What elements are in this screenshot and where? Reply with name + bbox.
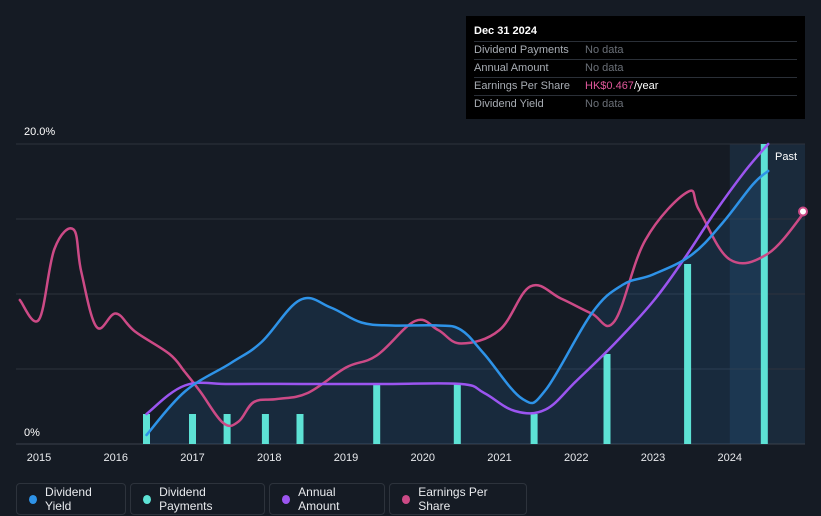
annual-amount-line — [145, 142, 770, 416]
dividend-payment-bar — [143, 414, 150, 444]
x-tick-label: 2024 — [718, 452, 742, 464]
tooltip-row-annual-amount: Annual Amount No data — [474, 59, 797, 77]
tooltip-row-eps: Earnings Per Share HK$0.467/year — [474, 77, 797, 95]
legend-label: Dividend Payments — [159, 485, 213, 513]
dividend-yield-line — [145, 169, 770, 437]
dividend-payment-bar — [373, 384, 381, 444]
x-tick-label: 2022 — [564, 452, 588, 464]
past-label: Past — [775, 151, 797, 163]
legend-dot-icon — [29, 494, 38, 504]
tooltip-value: HK$0.467/year — [585, 78, 658, 95]
legend-annual-amount[interactable]: Annual Amount — [269, 483, 385, 515]
dividend-payment-bar — [223, 414, 231, 444]
x-tick-label: 2016 — [104, 452, 128, 464]
x-tick-label: 2018 — [257, 452, 281, 464]
dividend-payment-bars — [143, 144, 768, 444]
eps-endpoint-marker — [798, 206, 808, 217]
y-axis-bottom-label: 0% — [24, 427, 40, 439]
dividend-payment-bar — [684, 264, 692, 444]
tooltip-label: Annual Amount — [474, 62, 549, 74]
legend-label: Dividend Yield — [45, 485, 92, 513]
x-axis-ticks: 2015 2016 2017 2018 2019 2020 2021 2022 2023 2024 — [27, 452, 742, 464]
tooltip-row-dividend-payments: Dividend Payments No data — [474, 41, 797, 59]
x-tick-label: 2021 — [487, 452, 511, 464]
x-tick-label: 2019 — [334, 452, 358, 464]
chart-legend: Dividend Yield Dividend Payments Annual … — [16, 483, 527, 515]
tooltip-panel: Dec 31 2024 Dividend Payments No data An… — [466, 16, 805, 119]
tooltip-value: No data — [585, 44, 624, 56]
dividend-payment-bar — [530, 414, 538, 444]
tooltip-label: Earnings Per Share — [474, 80, 570, 92]
eps-value-suffix: /year — [633, 80, 659, 92]
x-tick-label: 2020 — [411, 452, 435, 464]
legend-label: Annual Amount — [298, 485, 340, 513]
dividend-payment-bar — [453, 384, 461, 444]
legend-dot-icon — [402, 494, 411, 504]
legend-dot-icon — [282, 494, 291, 504]
dividend-payment-bar — [296, 414, 304, 444]
dividend-payment-bar — [261, 414, 269, 444]
legend-dividend-payments[interactable]: Dividend Payments — [130, 483, 265, 515]
tooltip-date: Dec 31 2024 — [474, 25, 537, 37]
dividend-payment-bar — [603, 354, 611, 444]
legend-label: Earnings Per Share — [418, 485, 488, 513]
eps-line — [18, 189, 807, 428]
y-axis-top-label: 20.0% — [24, 126, 55, 138]
tooltip-value: No data — [585, 98, 624, 110]
dividend-yield-area — [146, 171, 769, 444]
tooltip-row-dividend-yield: Dividend Yield No data — [474, 95, 797, 113]
x-tick-label: 2023 — [641, 452, 665, 464]
tooltip-value: No data — [585, 62, 624, 74]
dividend-payment-bar — [760, 144, 768, 444]
legend-dot-icon — [143, 494, 152, 504]
tooltip-label: Dividend Yield — [474, 98, 544, 110]
x-tick-label: 2015 — [27, 452, 51, 464]
x-tick-label: 2017 — [180, 452, 204, 464]
eps-value-amount: HK$0.467 — [585, 80, 634, 92]
legend-dividend-yield[interactable]: Dividend Yield — [16, 483, 126, 515]
tooltip-label: Dividend Payments — [474, 44, 569, 56]
dividend-payment-bar — [189, 414, 196, 444]
legend-earnings-per-share[interactable]: Earnings Per Share — [389, 483, 527, 515]
